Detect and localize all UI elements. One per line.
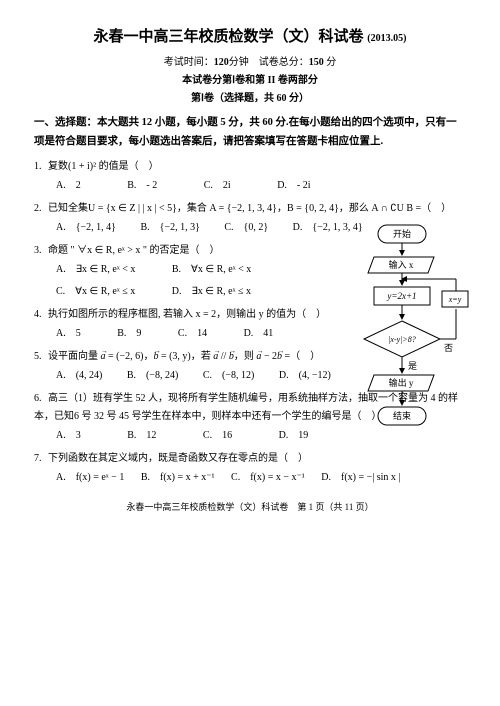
q1-options: A. 2 B. - 2 C. 2i D. - 2i — [56, 178, 466, 194]
q4-opt-d: D. 41 — [244, 326, 274, 342]
vec-b: b — [153, 351, 158, 362]
q7-opt-b: B. f(x) = x + x⁻¹ — [141, 470, 215, 486]
duration: 120 — [214, 57, 229, 68]
page-content: 永春一中高三年校质检数学（文）科试卷 (2013.05) 考试时间：120分钟 … — [34, 25, 466, 514]
flowchart-svg: 开始 输入 x y=2x+1 |x-y|>8? 否 x=y 是 — [358, 223, 470, 483]
q3-opt-c: C. ∀x ∈ R, eˣ ≤ x — [56, 284, 135, 300]
page-footer: 永春一中高三年校质检数学（文）科试卷 第 1 页（共 11 页） — [34, 500, 466, 514]
q4-opt-c: C. 14 — [178, 326, 207, 342]
vec-b2: b — [229, 351, 234, 362]
question-1: 1.复数(1 + i)² 的值是（ ） — [34, 158, 466, 176]
q6-opt-b: B. 12 — [127, 428, 156, 444]
vec-a2: a — [213, 351, 218, 362]
exam-title: 永春一中高三年校质检数学（文）科试卷 (2013.05) — [34, 25, 466, 49]
q5-suffix: =（ ） — [282, 351, 320, 362]
q1-opt-d: D. - 2i — [277, 178, 310, 194]
flow-cond: |x-y|>8? — [388, 335, 416, 344]
q7-opt-c: C. f(x) = x − x⁻¹ — [231, 470, 305, 486]
title-text: 永春一中高三年校质检数学（文）科试卷 — [94, 29, 364, 45]
part-label: 第Ⅰ卷（选择题，共 60 分） — [34, 91, 466, 107]
q3-opt-d: D. ∃x ∈ R, eˣ ≤ x — [172, 284, 251, 300]
q4-opt-b: B. 9 — [117, 326, 141, 342]
q2-opt-a: A. {−2, 1, 4} — [56, 220, 116, 236]
flowchart: 开始 输入 x y=2x+1 |x-y|>8? 否 x=y 是 — [358, 223, 470, 488]
section-instruction: 一、选择题：本大题共 12 小题，每小题 5 分，共 60 分.在每小题给出的四… — [34, 113, 466, 152]
q1-opt-c: C. 2i — [204, 178, 231, 194]
q3-opt-a: A. ∃x ∈ R, eˣ < x — [56, 262, 135, 278]
q3-text: 命题 " ∀x ∈ R, eˣ > x " 的否定是（ ） — [48, 245, 220, 256]
flow-assign2: x=y — [448, 295, 462, 304]
vec-a3: a — [256, 351, 261, 362]
q1-text: 复数(1 + i)² 的值是（ ） — [48, 161, 159, 172]
q1-opt-a: A. 2 — [56, 178, 81, 194]
meta-prefix: 考试时间： — [164, 57, 214, 68]
q5-opt-a: A. (4, 24) — [56, 368, 102, 384]
q1-opt-b: B. - 2 — [127, 178, 157, 194]
q5-minus: − 2 — [261, 351, 277, 362]
q5-mid2: = (3, y)，若 — [158, 351, 213, 362]
q2-opt-d: D. {−2, 1, 3, 4} — [293, 220, 363, 236]
q3-opt-b: B. ∀x ∈ R, eˣ < x — [172, 262, 251, 278]
q5-prefix: 设平面向量 — [48, 351, 101, 362]
question-2: 2.已知全集U = {x ∈ Z | | x | < 5}，集合 A = {−2… — [34, 200, 466, 218]
q2-opt-b: B. {−2, 1, 3} — [140, 220, 199, 236]
flow-end: 结束 — [393, 410, 411, 421]
flow-output: 输出 y — [389, 377, 414, 388]
duration-suffix: 分钟 试卷总分： — [229, 57, 309, 68]
q7-opt-a: A. f(x) = eˣ − 1 — [56, 470, 124, 486]
part-text: 第Ⅰ卷（选择题，共 60 分） — [191, 93, 309, 104]
total: 150 — [309, 57, 324, 68]
q7-text: 下列函数在其定义域内，既是奇函数又存在零点的是（ ） — [48, 453, 308, 464]
vec-b3: b — [277, 351, 282, 362]
q4-opt-a: A. 5 — [56, 326, 81, 342]
q5-mid3: ，则 — [234, 351, 257, 362]
title-date: (2013.05) — [367, 33, 406, 44]
flow-input: 输入 x — [389, 259, 414, 270]
vec-a: a — [101, 351, 106, 362]
q2-text: 已知全集U = {x ∈ Z | | x | < 5}，集合 A = {−2, … — [48, 203, 451, 214]
flow-yes: 是 — [408, 361, 417, 371]
q6-opt-d: D. 19 — [279, 428, 309, 444]
q5-opt-b: B. (−8, 24) — [127, 368, 178, 384]
q2-opt-c: C. {0, 2} — [224, 220, 268, 236]
subtitle: 本试卷分第Ⅰ卷和第 II 卷两部分 — [34, 73, 466, 89]
subtitle-text: 本试卷分第Ⅰ卷和第 II 卷两部分 — [182, 75, 318, 86]
q5-opt-c: C. (−8, 12) — [203, 368, 254, 384]
flow-assign1: y=2x+1 — [386, 291, 416, 301]
q5-opt-d: D. (4, −12) — [279, 368, 331, 384]
q5-mid1: = (−2, 6)， — [106, 351, 154, 362]
exam-meta: 考试时间：120分钟 试卷总分：150 分 — [34, 55, 466, 71]
q6-opt-c: C. 16 — [203, 428, 232, 444]
total-suffix: 分 — [324, 57, 337, 68]
flow-no: 否 — [444, 343, 453, 353]
q6-opt-a: A. 3 — [56, 428, 81, 444]
q4-text: 执行如图所示的程序框图, 若输入 x = 2，则输出 y 的值为（ ） — [48, 309, 326, 320]
flow-start: 开始 — [393, 228, 411, 239]
